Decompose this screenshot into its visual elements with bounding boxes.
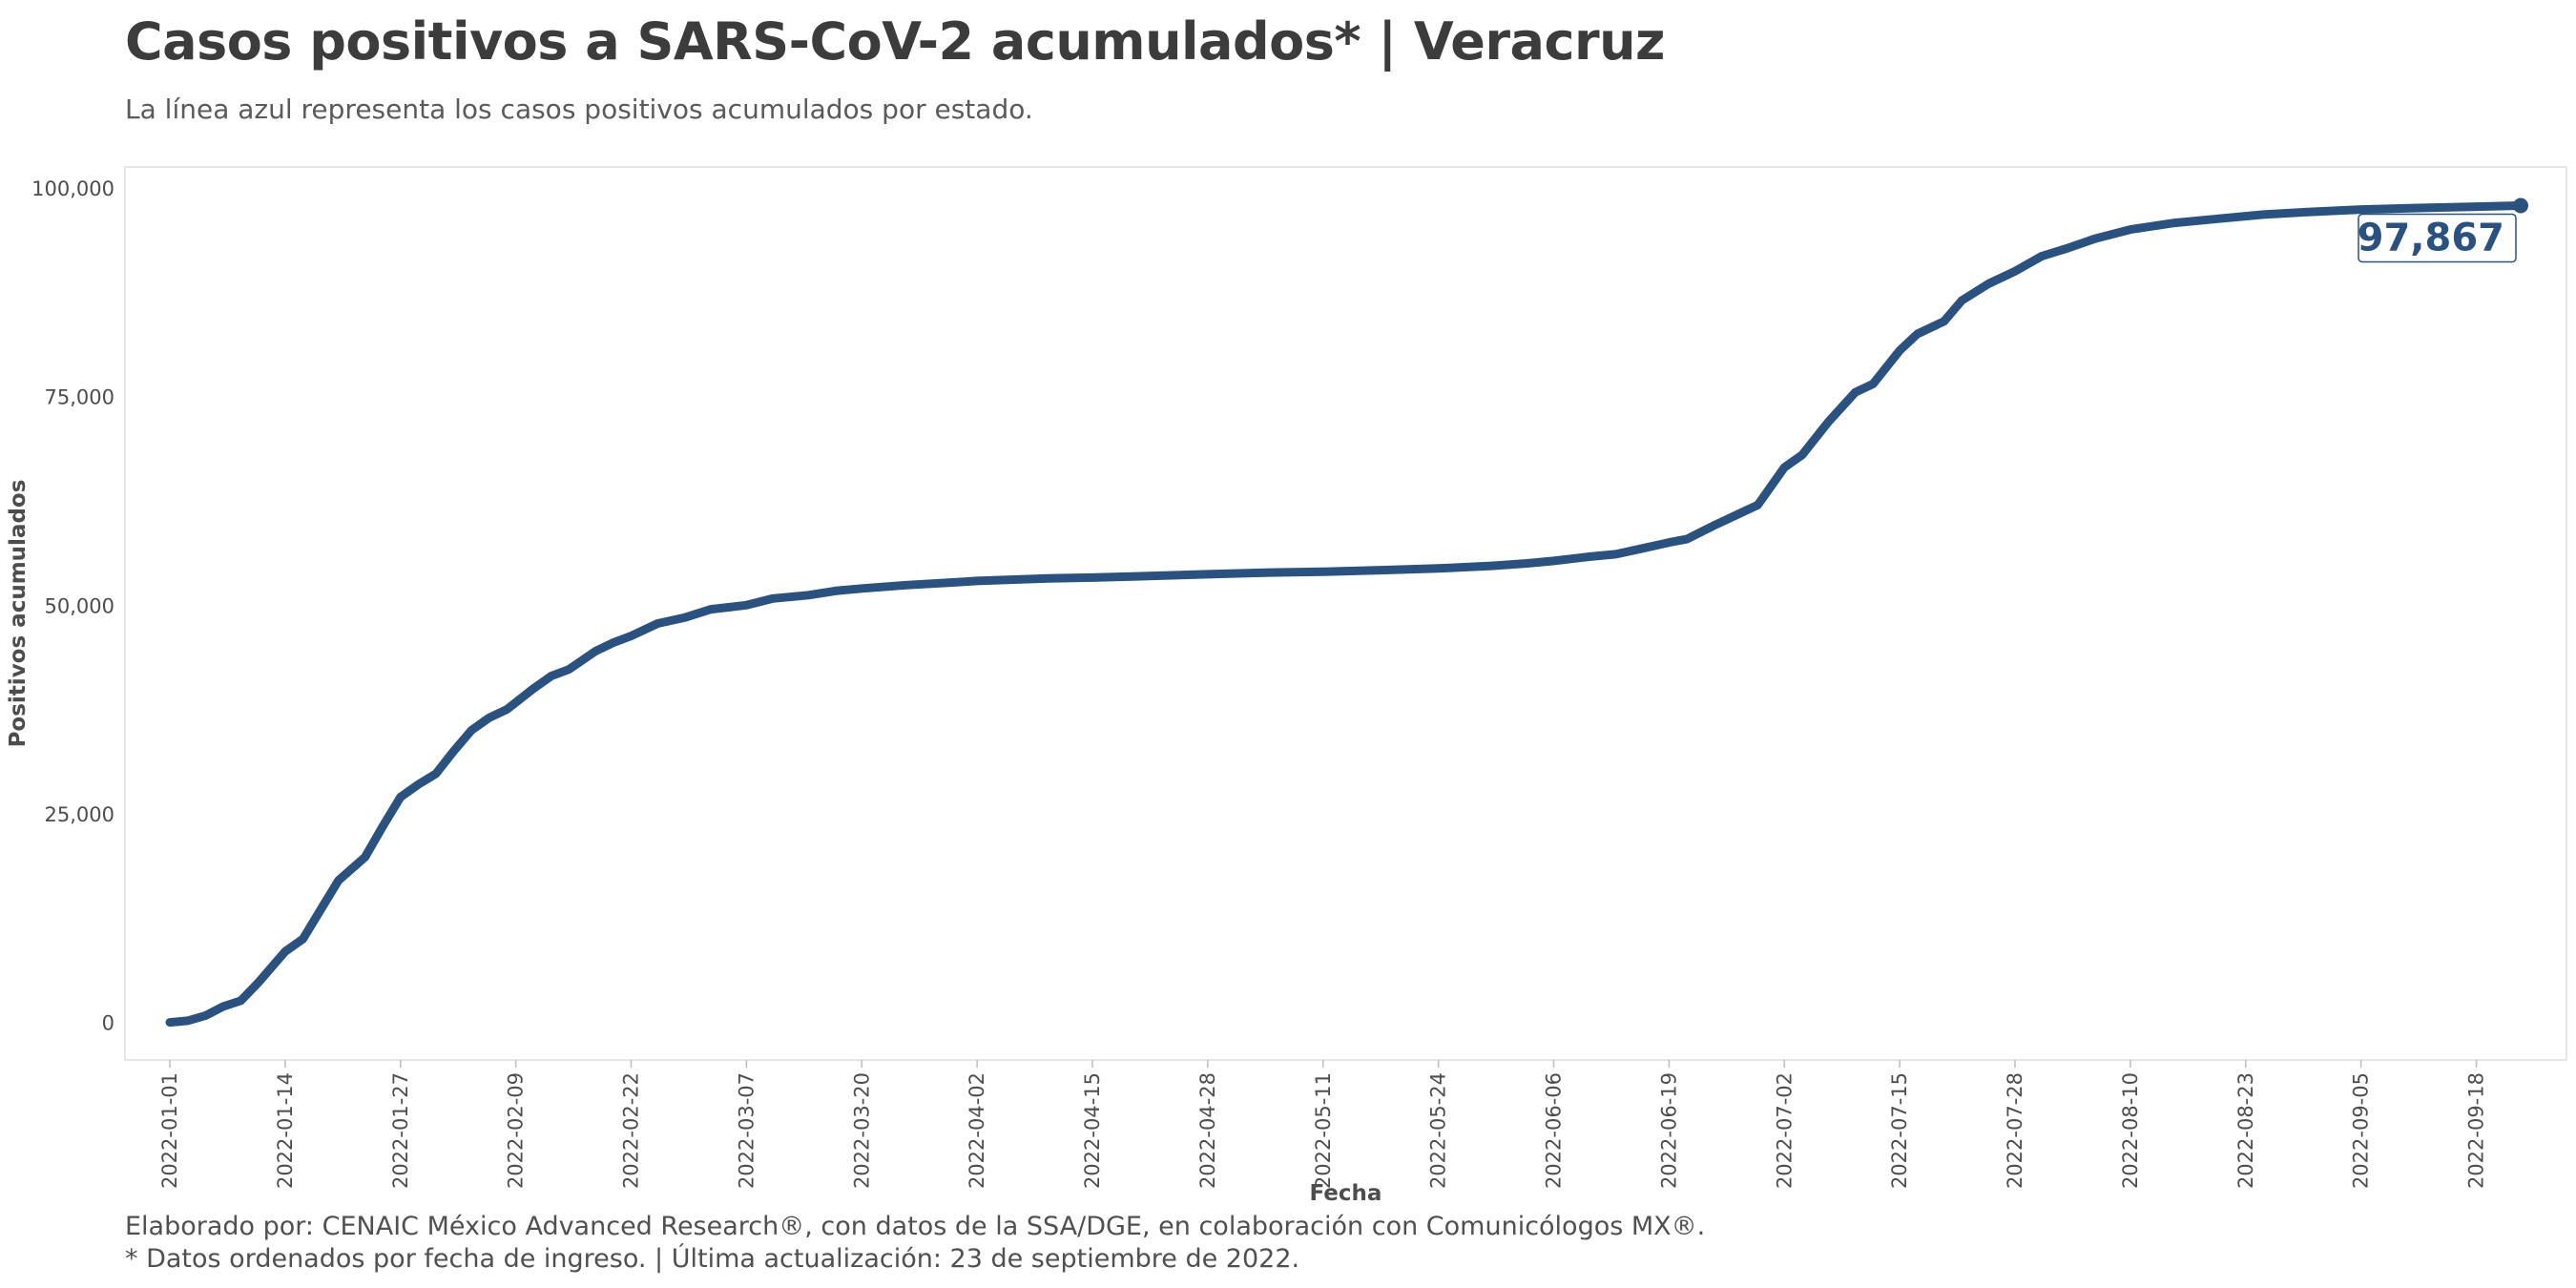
x-tick-label: 2022-01-01 <box>158 1072 181 1189</box>
x-tick-label: 2022-05-11 <box>1312 1072 1335 1189</box>
end-label-box <box>2358 213 2517 263</box>
chart-subtitle: La línea azul representa los casos posit… <box>125 93 1033 125</box>
x-tick-label: 2022-09-05 <box>2350 1072 2373 1189</box>
x-tick-label: 2022-02-09 <box>505 1072 528 1189</box>
x-tick-label: 2022-08-10 <box>2119 1072 2142 1189</box>
y-tick-label: 75,000 <box>45 386 114 409</box>
x-tick-label: 2022-06-06 <box>1543 1072 1566 1189</box>
y-tick-label: 50,000 <box>45 594 114 617</box>
x-axis: 2022-01-01 2022-01-14 2022-01-27 2022-02-09… <box>158 1060 2488 1189</box>
x-tick-label: 2022-03-07 <box>735 1072 758 1189</box>
chart-title: Casos positivos a SARS-CoV-2 acumulados*… <box>125 11 1665 72</box>
x-tick-label: 2022-07-28 <box>2004 1072 2026 1189</box>
x-tick-label: 2022-07-02 <box>1773 1072 1796 1189</box>
y-axis-title: Positivos acumulados <box>6 480 31 748</box>
end-point-marker <box>2513 197 2528 214</box>
series-line <box>165 201 2525 1028</box>
x-axis-title: Fecha <box>1310 1181 1382 1206</box>
x-tick-label: 2022-03-20 <box>850 1072 873 1189</box>
y-axis: 0 25,000 50,000 75,000 100,000 <box>31 177 114 1035</box>
note-caption: * Datos ordenados por fecha de ingreso. … <box>125 1244 1300 1274</box>
y-tick-label: 100,000 <box>31 177 114 200</box>
x-tick-label: 2022-01-27 <box>389 1072 412 1189</box>
y-tick-label: 25,000 <box>45 803 114 826</box>
x-tick-label: 2022-08-23 <box>2234 1072 2257 1189</box>
x-tick-label: 2022-09-18 <box>2465 1072 2488 1189</box>
x-tick-label: 2022-07-15 <box>1888 1072 1911 1189</box>
x-tick-label: 2022-06-19 <box>1657 1072 1680 1189</box>
x-tick-label: 2022-01-14 <box>274 1072 297 1189</box>
y-tick-label: 0 <box>102 1012 114 1035</box>
end-value-label: 97,867 <box>2358 217 2504 260</box>
x-tick-label: 2022-04-28 <box>1196 1072 1219 1189</box>
source-caption: Elaborado por: CENAIC México Advanced Re… <box>125 1212 1706 1241</box>
x-tick-label: 2022-04-15 <box>1081 1072 1104 1189</box>
x-tick-label: 2022-05-24 <box>1427 1072 1450 1189</box>
x-tick-label: 2022-02-22 <box>620 1072 643 1189</box>
plot-panel <box>124 166 2567 1061</box>
x-tick-label: 2022-04-02 <box>966 1072 988 1189</box>
